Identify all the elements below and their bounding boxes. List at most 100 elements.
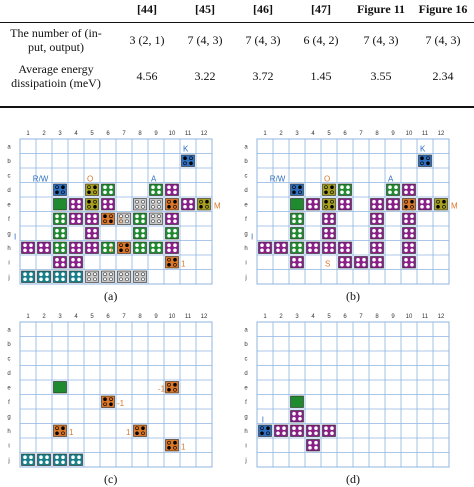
- qca-cell: [133, 424, 147, 437]
- row-label: f: [245, 400, 247, 406]
- col-label: 2: [279, 131, 283, 137]
- qca-cell: [386, 183, 400, 196]
- row-label: f: [8, 217, 10, 223]
- qca-cell: [370, 241, 384, 254]
- row-label: g: [244, 231, 247, 237]
- qca-cell: [306, 198, 320, 211]
- row-label: i: [245, 260, 246, 266]
- qca-cell: [53, 381, 67, 394]
- cell-energy-fig11: 3.55: [370, 69, 392, 83]
- col-label: 3: [58, 314, 62, 320]
- row-label: c: [8, 173, 11, 179]
- caption-b: (b): [346, 289, 360, 303]
- row-label: g: [7, 414, 10, 420]
- col-label: 3: [58, 131, 62, 137]
- qca-cell: [149, 183, 163, 196]
- col-label: 2: [42, 131, 46, 137]
- col-label: 4: [74, 131, 78, 137]
- row-label: h: [7, 246, 10, 252]
- cell-io-fig16: 7 (4, 3): [425, 33, 461, 47]
- caption-a: (a): [104, 289, 118, 303]
- row-label: f: [8, 400, 10, 406]
- cell-io-47: 6 (4, 2): [303, 33, 339, 47]
- qca-cell: [434, 198, 448, 211]
- label-minus1b: -1: [117, 399, 125, 408]
- qca-cell: [85, 183, 99, 196]
- col-label: 7: [122, 131, 126, 137]
- qca-cell: [37, 270, 51, 283]
- qca-cell: [21, 453, 35, 466]
- qca-cell: [101, 198, 115, 211]
- row-label: e: [7, 202, 11, 208]
- qca-cell: [85, 241, 99, 254]
- label-minus1: -1: [116, 216, 124, 225]
- qca-cell: [322, 183, 336, 196]
- cell-energy-47: 1.45: [310, 69, 332, 83]
- col-header-45: [45]: [195, 2, 215, 16]
- qca-cell: [117, 270, 131, 283]
- qca-cell: [290, 198, 304, 211]
- label-o: O: [324, 175, 330, 184]
- row-label: j: [244, 275, 246, 281]
- col-label: 9: [391, 314, 395, 320]
- qca-cell: [101, 212, 115, 225]
- qca-cell: [322, 212, 336, 225]
- label-minus1a: -1: [158, 385, 166, 394]
- qca-cell: [306, 424, 320, 437]
- row-label-io-line1: The number of (in-: [10, 26, 102, 40]
- qca-cell: [165, 381, 179, 394]
- cell-energy-46: 3.72: [252, 69, 274, 83]
- qca-cell: [53, 424, 67, 437]
- comparison-table: [44] [45] [46] [47] Figure 11 Figure 16 …: [0, 0, 474, 108]
- qca-cell: [101, 395, 115, 408]
- col-label: 3: [295, 131, 299, 137]
- col-label: 6: [106, 131, 110, 137]
- qca-cell: [338, 256, 352, 269]
- qca-cell: [21, 270, 35, 283]
- col-label: 5: [90, 131, 94, 137]
- row-label: a: [244, 144, 248, 150]
- qca-cell: [37, 241, 51, 254]
- label-1a: 1: [109, 245, 114, 254]
- row-label: g: [244, 414, 247, 420]
- col-label: 8: [138, 314, 142, 320]
- row-label: e: [244, 202, 248, 208]
- label-i: I: [251, 233, 253, 242]
- qca-cell: [165, 183, 179, 196]
- col-label: 5: [327, 131, 331, 137]
- qca-cell: [133, 270, 147, 283]
- qca-cell: [165, 241, 179, 254]
- qca-cell: [181, 154, 195, 167]
- qca-cell: [290, 256, 304, 269]
- qca-cell: [69, 198, 83, 211]
- qca-cell: [306, 241, 320, 254]
- col-label: 10: [406, 314, 413, 320]
- qca-cell: [370, 227, 384, 240]
- label-1c: 1: [181, 443, 186, 452]
- qca-cell: [338, 183, 352, 196]
- qca-cell: [322, 424, 336, 437]
- col-label: 6: [343, 314, 347, 320]
- qca-cell: [53, 241, 67, 254]
- qca-cell: [101, 270, 115, 283]
- col-label: 1: [26, 314, 30, 320]
- row-label: d: [244, 188, 247, 194]
- col-header-46: [46]: [253, 2, 273, 16]
- qca-cell: [165, 198, 179, 211]
- row-label: h: [244, 246, 247, 252]
- qca-cell: [402, 227, 416, 240]
- col-label: 1: [263, 314, 267, 320]
- row-label: e: [7, 385, 11, 391]
- row-label: h: [244, 429, 247, 435]
- row-label: b: [244, 342, 248, 348]
- col-label: 2: [279, 314, 283, 320]
- col-label: 4: [74, 314, 78, 320]
- label-k: K: [420, 145, 426, 154]
- col-label: 12: [201, 131, 208, 137]
- qca-cell: [85, 198, 99, 211]
- col-label: 9: [154, 314, 158, 320]
- cell-energy-45: 3.22: [194, 69, 216, 83]
